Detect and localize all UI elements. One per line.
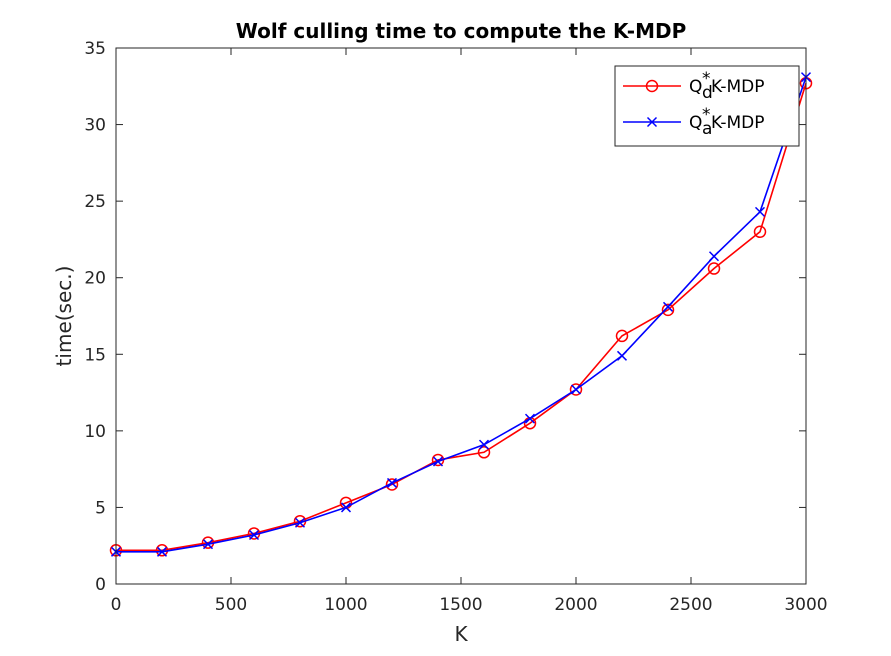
legend-marker	[646, 116, 658, 128]
data-point	[202, 539, 214, 550]
x-tick-label: 1000	[324, 595, 367, 615]
y-axis-label: time(sec.)	[52, 266, 76, 367]
legend-label-sub: a	[702, 119, 712, 139]
y-tick-label: 25	[84, 192, 106, 212]
y-tick-label: 35	[84, 39, 106, 59]
x-axis-ticks: 0 500 1000 1500 2000 2500 3000	[111, 48, 828, 615]
data-point	[661, 303, 675, 317]
x-tick-label: 2500	[669, 595, 712, 615]
data-point	[432, 456, 444, 467]
data-point	[707, 262, 721, 275]
legend-label: Q	[689, 77, 702, 97]
data-point	[156, 546, 168, 557]
legend-label-suffix: K-MDP	[711, 113, 765, 133]
data-point	[478, 439, 490, 450]
legend-label: Q	[689, 113, 702, 133]
data-point	[616, 350, 628, 361]
data-point	[754, 206, 766, 217]
series-1	[109, 76, 813, 557]
series-line	[116, 82, 807, 552]
y-tick-label: 30	[84, 116, 106, 136]
series-layer	[109, 72, 813, 557]
x-tick-label: 0	[111, 595, 122, 615]
data-point	[477, 446, 491, 459]
legend-label-sub: d	[702, 83, 713, 103]
data-point	[248, 529, 260, 541]
axes-box	[115, 47, 807, 585]
x-tick-label: 500	[215, 595, 247, 615]
y-tick-label: 5	[95, 498, 106, 518]
data-point	[294, 517, 306, 528]
legend-marker	[645, 79, 659, 93]
legend-box	[614, 65, 800, 147]
legend-entry: Q *d K-MDP	[623, 69, 765, 103]
x-tick-label: 3000	[784, 595, 827, 615]
y-tick-label: 10	[84, 422, 106, 442]
legend-label-sup: *	[702, 105, 711, 125]
data-point	[570, 384, 582, 395]
x-axis-label: K	[454, 622, 468, 646]
data-point	[753, 225, 767, 239]
data-point	[340, 502, 352, 513]
data-point	[385, 478, 399, 491]
series-line	[116, 76, 807, 553]
legend-entry: Q *a K-MDP	[623, 105, 765, 139]
legend-label-suffix: K-MDP	[711, 77, 765, 97]
data-point	[386, 477, 398, 488]
data-point	[569, 383, 583, 396]
data-point	[662, 301, 674, 312]
data-point	[615, 329, 629, 343]
chart-title: Wolf culling time to compute the K-MDP	[236, 19, 686, 43]
series-2	[110, 72, 812, 557]
y-tick-label: 15	[84, 345, 106, 365]
x-tick-label: 1500	[439, 595, 482, 615]
y-axis-ticks: 0 5 10 15 20 25 30 35	[84, 39, 806, 595]
data-point	[524, 413, 536, 424]
data-point	[708, 251, 720, 262]
legend-label-sup: *	[702, 69, 711, 89]
x-tick-label: 2000	[554, 595, 597, 615]
y-tick-label: 0	[95, 575, 106, 595]
y-tick-label: 20	[84, 269, 106, 289]
